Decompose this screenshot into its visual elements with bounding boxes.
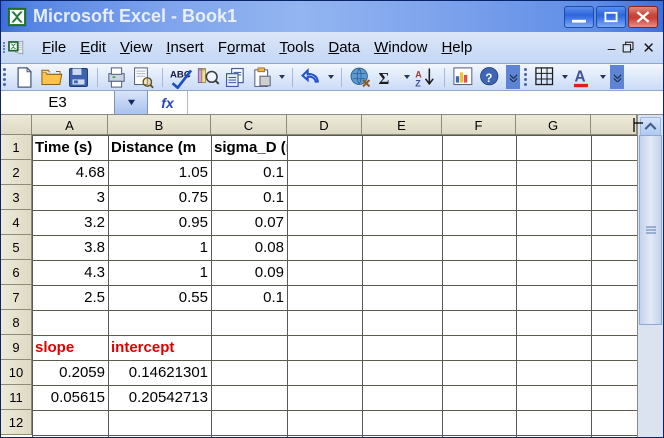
svg-text:A: A [575, 68, 586, 85]
svg-text:Z: Z [415, 78, 421, 88]
svg-text:Σ: Σ [379, 68, 390, 87]
svg-text:?: ? [485, 72, 492, 84]
